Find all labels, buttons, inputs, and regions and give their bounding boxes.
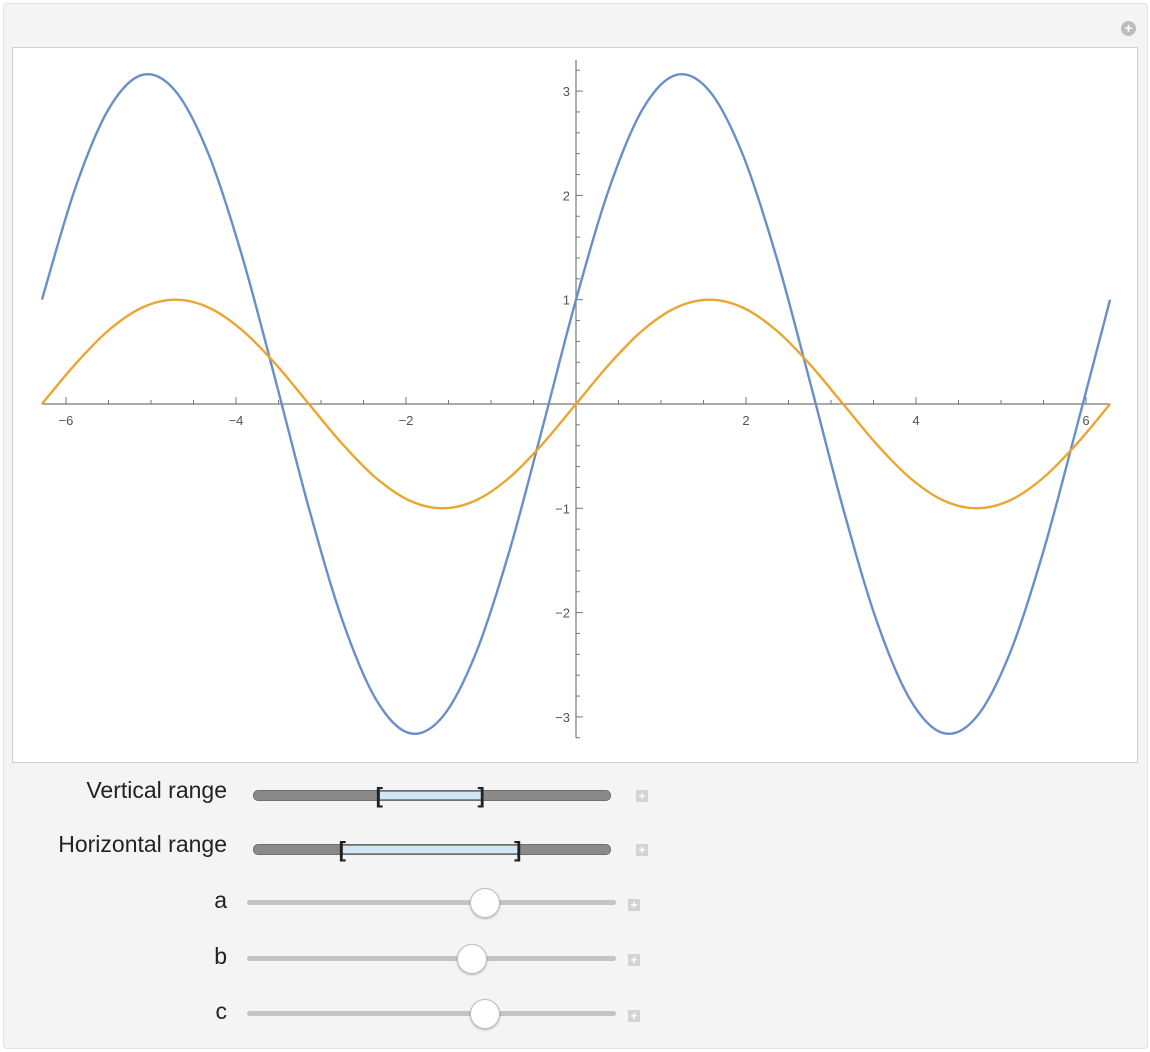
c-slider-thumb[interactable] xyxy=(470,999,500,1029)
horizontal-range-label: Horizontal range xyxy=(58,831,227,857)
x-tick-label: −4 xyxy=(229,413,244,428)
x-tick-label: −2 xyxy=(399,413,414,428)
b-plus-icon[interactable]: + xyxy=(628,954,640,966)
vertical-range-slider[interactable]: [ ] xyxy=(253,783,611,808)
y-tick-label: 2 xyxy=(563,188,570,203)
vertical-range-label: Vertical range xyxy=(86,777,227,803)
c-slider[interactable] xyxy=(247,999,616,1029)
b-label: b xyxy=(214,943,227,969)
horizontal-range-selection[interactable] xyxy=(342,846,519,853)
vertical-range-min-handle[interactable]: [ xyxy=(375,783,383,808)
b-slider[interactable] xyxy=(247,944,616,974)
vertical-range-max-handle[interactable]: ] xyxy=(477,783,485,808)
y-tick-label: 3 xyxy=(563,84,570,99)
plot-area: −6 −4 −2 2 4 6 3 2 1 −1 −2 −3 xyxy=(12,47,1138,763)
y-tick-label: −2 xyxy=(555,606,570,621)
vertical-range-selection[interactable] xyxy=(379,792,482,799)
a-label: a xyxy=(214,887,227,913)
series-1-line xyxy=(40,73,1112,735)
x-tick-label: 4 xyxy=(912,413,919,428)
horizontal-range-plus-icon[interactable]: + xyxy=(636,844,648,856)
horizontal-range-max-handle[interactable]: ] xyxy=(514,837,522,862)
y-tick-label: −3 xyxy=(555,710,570,725)
y-tick-label: −1 xyxy=(555,501,570,516)
x-tick-label: −6 xyxy=(59,413,74,428)
horizontal-range-slider[interactable]: [ ] xyxy=(253,837,611,862)
c-plus-icon[interactable]: + xyxy=(628,1010,640,1022)
b-slider-thumb[interactable] xyxy=(457,944,488,974)
a-slider-thumb[interactable] xyxy=(470,888,500,918)
a-slider[interactable] xyxy=(247,888,616,918)
chart: −6 −4 −2 2 4 6 3 2 1 −1 −2 −3 xyxy=(40,59,1112,739)
a-plus-icon[interactable]: + xyxy=(628,899,640,911)
y-tick-label: 1 xyxy=(563,293,570,308)
c-label: c xyxy=(215,998,228,1024)
options-plus-icon[interactable]: + xyxy=(1121,21,1136,36)
series-2-line xyxy=(41,298,1111,510)
vertical-range-plus-icon[interactable]: + xyxy=(636,790,648,802)
x-tick-label: 2 xyxy=(742,413,749,428)
horizontal-range-min-handle[interactable]: [ xyxy=(338,837,346,862)
x-tick-label: 6 xyxy=(1082,413,1089,428)
